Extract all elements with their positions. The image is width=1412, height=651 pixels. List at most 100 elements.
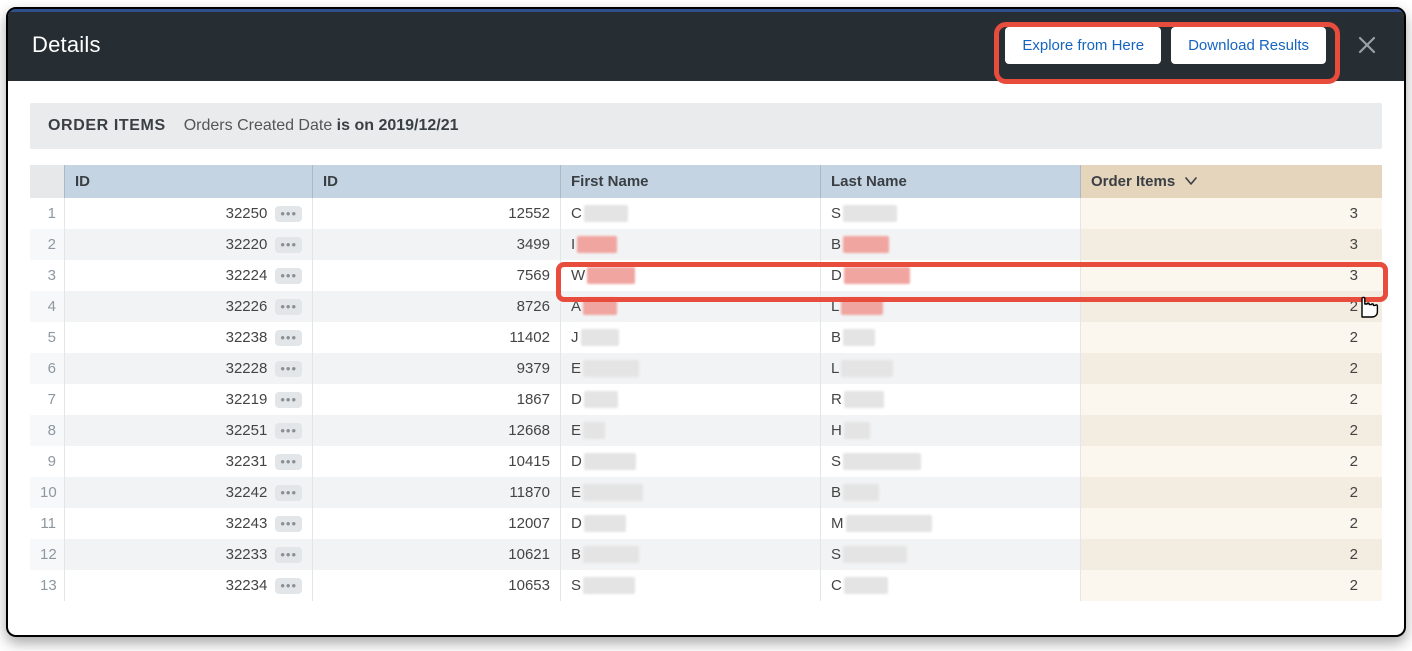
cell-first-name: C <box>560 198 820 229</box>
row-number: 2 <box>30 229 64 260</box>
cell-last-name: R <box>820 384 1080 415</box>
cell-first-name: A <box>560 291 820 322</box>
row-number: 7 <box>30 384 64 415</box>
cell-id1: 32234 ••• <box>64 570 312 601</box>
id2-value: 12552 <box>508 205 550 222</box>
cell-id2: 1867 <box>312 384 560 415</box>
cell-id2: 10621 <box>312 539 560 570</box>
id1-value: 32234 <box>226 577 268 594</box>
cell-order-items: 3 <box>1080 229 1382 260</box>
kebab-icon[interactable]: ••• <box>275 237 302 253</box>
row-number: 13 <box>30 570 64 601</box>
details-modal: Details Explore from Here Download Resul… <box>6 7 1406 637</box>
cell-last-name: L <box>820 291 1080 322</box>
cell-id1: 32220 ••• <box>64 229 312 260</box>
table-row[interactable]: 832251•••12668EH2 <box>30 415 1382 446</box>
row-number: 10 <box>30 477 64 508</box>
cell-order-items: 2 <box>1080 539 1382 570</box>
column-header-first-name[interactable]: First Name <box>560 165 820 198</box>
cell-order-items: 2 <box>1080 322 1382 353</box>
table-row[interactable]: 432226•••8726AL2 <box>30 291 1382 322</box>
table-row[interactable]: 1332234•••10653SC2 <box>30 570 1382 601</box>
row-number: 5 <box>30 322 64 353</box>
id2-value: 10653 <box>508 577 550 594</box>
id1-value: 32251 <box>226 422 268 439</box>
modal-title: Details <box>32 32 101 58</box>
cell-id1: 32243••• <box>64 508 312 539</box>
table-row[interactable]: 632228•••9379EL2 <box>30 353 1382 384</box>
cell-last-name: M <box>820 508 1080 539</box>
cell-id1: 32224••• <box>64 260 312 291</box>
id1-value: 32238 <box>226 329 268 346</box>
filter-bar: ORDER ITEMS Orders Created Date is on 20… <box>30 103 1382 149</box>
cell-id2: 3499 <box>312 229 560 260</box>
cell-id1: 32242••• <box>64 477 312 508</box>
download-results-button[interactable]: Download Results <box>1171 27 1326 64</box>
filter-section-label: ORDER ITEMS <box>48 117 166 135</box>
table-row[interactable]: 1032242•••11870EB2 <box>30 477 1382 508</box>
column-header-order-items[interactable]: Order Items <box>1080 165 1382 198</box>
table-row[interactable]: 332224•••7569WD3 <box>30 260 1382 291</box>
cell-first-name: E <box>560 353 820 384</box>
cell-id1: 32219••• <box>64 384 312 415</box>
id2-value: 8726 <box>517 298 550 315</box>
kebab-icon[interactable]: ••• <box>275 454 302 470</box>
id2-value: 10621 <box>508 546 550 563</box>
cell-id2: 12552 <box>312 198 560 229</box>
id2-value: 10415 <box>508 453 550 470</box>
id2-value: 12007 <box>508 515 550 532</box>
cell-last-name: B <box>820 477 1080 508</box>
kebab-icon[interactable]: ••• <box>275 485 302 501</box>
cell-id1: 32250 ••• <box>64 198 312 229</box>
table-row[interactable]: 132250•••12552CS3 <box>30 198 1382 229</box>
kebab-icon[interactable]: ••• <box>275 423 302 439</box>
kebab-icon[interactable]: ••• <box>275 547 302 563</box>
column-header-id1[interactable]: ID <box>64 165 312 198</box>
kebab-icon[interactable]: ••• <box>275 392 302 408</box>
column-header-last-name[interactable]: Last Name <box>820 165 1080 198</box>
kebab-icon[interactable]: ••• <box>275 516 302 532</box>
results-table: ID ID First Name Last Name Order Items 1… <box>30 165 1382 601</box>
table-row[interactable]: 232220•••3499IB3 <box>30 229 1382 260</box>
cell-order-items: 3 <box>1080 198 1382 229</box>
cell-order-items: 2 <box>1080 570 1382 601</box>
id2-value: 3499 <box>517 236 550 253</box>
cell-id2: 10653 <box>312 570 560 601</box>
column-header-id2[interactable]: ID <box>312 165 560 198</box>
kebab-icon[interactable]: ••• <box>275 268 302 284</box>
id1-value: 32220 <box>226 236 268 253</box>
cell-last-name: L <box>820 353 1080 384</box>
table-row[interactable]: 732219•••1867DR2 <box>30 384 1382 415</box>
table-row[interactable]: 532238•••11402JB2 <box>30 322 1382 353</box>
cell-id1: 32231••• <box>64 446 312 477</box>
cell-first-name: I <box>560 229 820 260</box>
cell-first-name: B <box>560 539 820 570</box>
kebab-icon[interactable]: ••• <box>275 206 302 222</box>
cell-first-name: W <box>560 260 820 291</box>
explore-from-here-button[interactable]: Explore from Here <box>1005 27 1161 64</box>
close-icon[interactable] <box>1350 28 1384 62</box>
kebab-icon[interactable]: ••• <box>275 299 302 315</box>
cell-last-name: S <box>820 198 1080 229</box>
row-number: 8 <box>30 415 64 446</box>
table-row[interactable]: 932231•••10415DS2 <box>30 446 1382 477</box>
cell-last-name: S <box>820 539 1080 570</box>
table-row[interactable]: 1132243•••12007DM2 <box>30 508 1382 539</box>
cell-order-items: 2 <box>1080 384 1382 415</box>
id1-value: 32250 <box>226 205 268 222</box>
id2-value: 12668 <box>508 422 550 439</box>
cell-last-name: H <box>820 415 1080 446</box>
table-row[interactable]: 1232233•••10621BS2 <box>30 539 1382 570</box>
cell-id2: 8726 <box>312 291 560 322</box>
cell-order-items: 2 <box>1080 415 1382 446</box>
kebab-icon[interactable]: ••• <box>275 578 302 594</box>
cell-id1: 32251 ••• <box>64 415 312 446</box>
kebab-icon[interactable]: ••• <box>275 330 302 346</box>
cell-id2: 12668 <box>312 415 560 446</box>
cell-id1: 32226••• <box>64 291 312 322</box>
table-header-row: ID ID First Name Last Name Order Items <box>30 165 1382 198</box>
cell-order-items: 3 <box>1080 260 1382 291</box>
cell-id1: 32238 ••• <box>64 322 312 353</box>
kebab-icon[interactable]: ••• <box>275 361 302 377</box>
cell-id1: 32228••• <box>64 353 312 384</box>
